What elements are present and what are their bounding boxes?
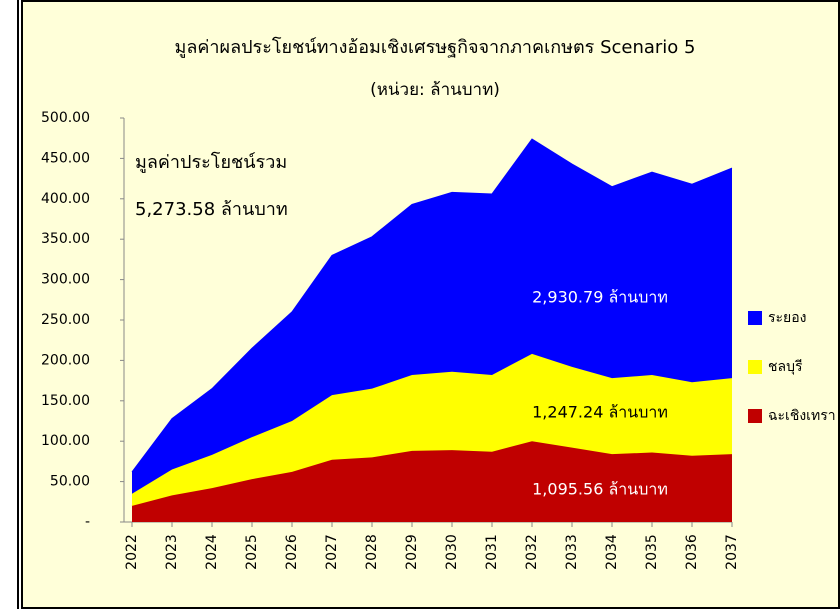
y-tick-label: 150.00 xyxy=(41,393,90,409)
area xyxy=(132,441,732,522)
area xyxy=(132,353,732,506)
x-tick-label: 2036 xyxy=(684,534,700,570)
x-tick-label: 2034 xyxy=(604,534,620,570)
x-tick-label: 2029 xyxy=(404,534,420,570)
y-tick-label: 450.00 xyxy=(41,150,90,166)
x-tick-label: 2027 xyxy=(324,534,340,570)
area-top-edge xyxy=(131,138,733,473)
x-tick-label: 2028 xyxy=(364,534,380,570)
annotation: 2,930.79 ล้านบาท xyxy=(532,288,668,307)
x-tick-label: 2031 xyxy=(484,534,500,570)
x-tick-label: 2033 xyxy=(564,534,580,570)
legend-label: ชลบุรี xyxy=(768,359,803,375)
chart-subtitle: (หน่วย: ล้านบาท) xyxy=(370,80,500,100)
legend-label: ระยอง xyxy=(768,310,807,326)
x-tick-label: 2030 xyxy=(444,534,460,570)
legend-swatch xyxy=(748,311,762,325)
y-tick-label: 300.00 xyxy=(41,272,90,288)
y-tick-label: 500.00 xyxy=(41,110,90,126)
y-tick-label: 250.00 xyxy=(41,312,90,328)
y-tick-label: 350.00 xyxy=(41,231,90,247)
annotation: 5,273.58 ล้านบาท xyxy=(135,199,288,220)
y-tick-label: 400.00 xyxy=(41,191,90,207)
chart-title: มูลค่าผลประโยชน์ทางอ้อมเชิงเศรษฐกิจจากภา… xyxy=(175,36,696,58)
x-tick-label: 2035 xyxy=(644,534,660,570)
x-tick-label: 2025 xyxy=(244,534,260,570)
x-tick-label: 2024 xyxy=(204,534,220,570)
legend-label: ฉะเชิงเทรา xyxy=(768,408,836,424)
y-tick-label: 50.00 xyxy=(50,474,90,490)
legend-swatch xyxy=(748,360,762,374)
x-tick-label: 2026 xyxy=(284,534,300,570)
annotation: มูลค่าประโยชน์รวม xyxy=(135,151,287,173)
y-tick-label: - xyxy=(85,514,90,530)
y-tick-label: 100.00 xyxy=(41,433,90,449)
annotation: 1,095.56 ล้านบาท xyxy=(532,480,668,499)
legend-swatch xyxy=(748,409,762,423)
x-tick-label: 2022 xyxy=(124,534,140,570)
x-tick-label: 2032 xyxy=(524,534,540,570)
annotation: 1,247.24 ล้านบาท xyxy=(532,403,668,422)
area xyxy=(132,139,732,494)
x-tick-label: 2023 xyxy=(164,534,180,570)
y-tick-label: 200.00 xyxy=(41,352,90,368)
x-tick-label: 2037 xyxy=(724,534,740,570)
